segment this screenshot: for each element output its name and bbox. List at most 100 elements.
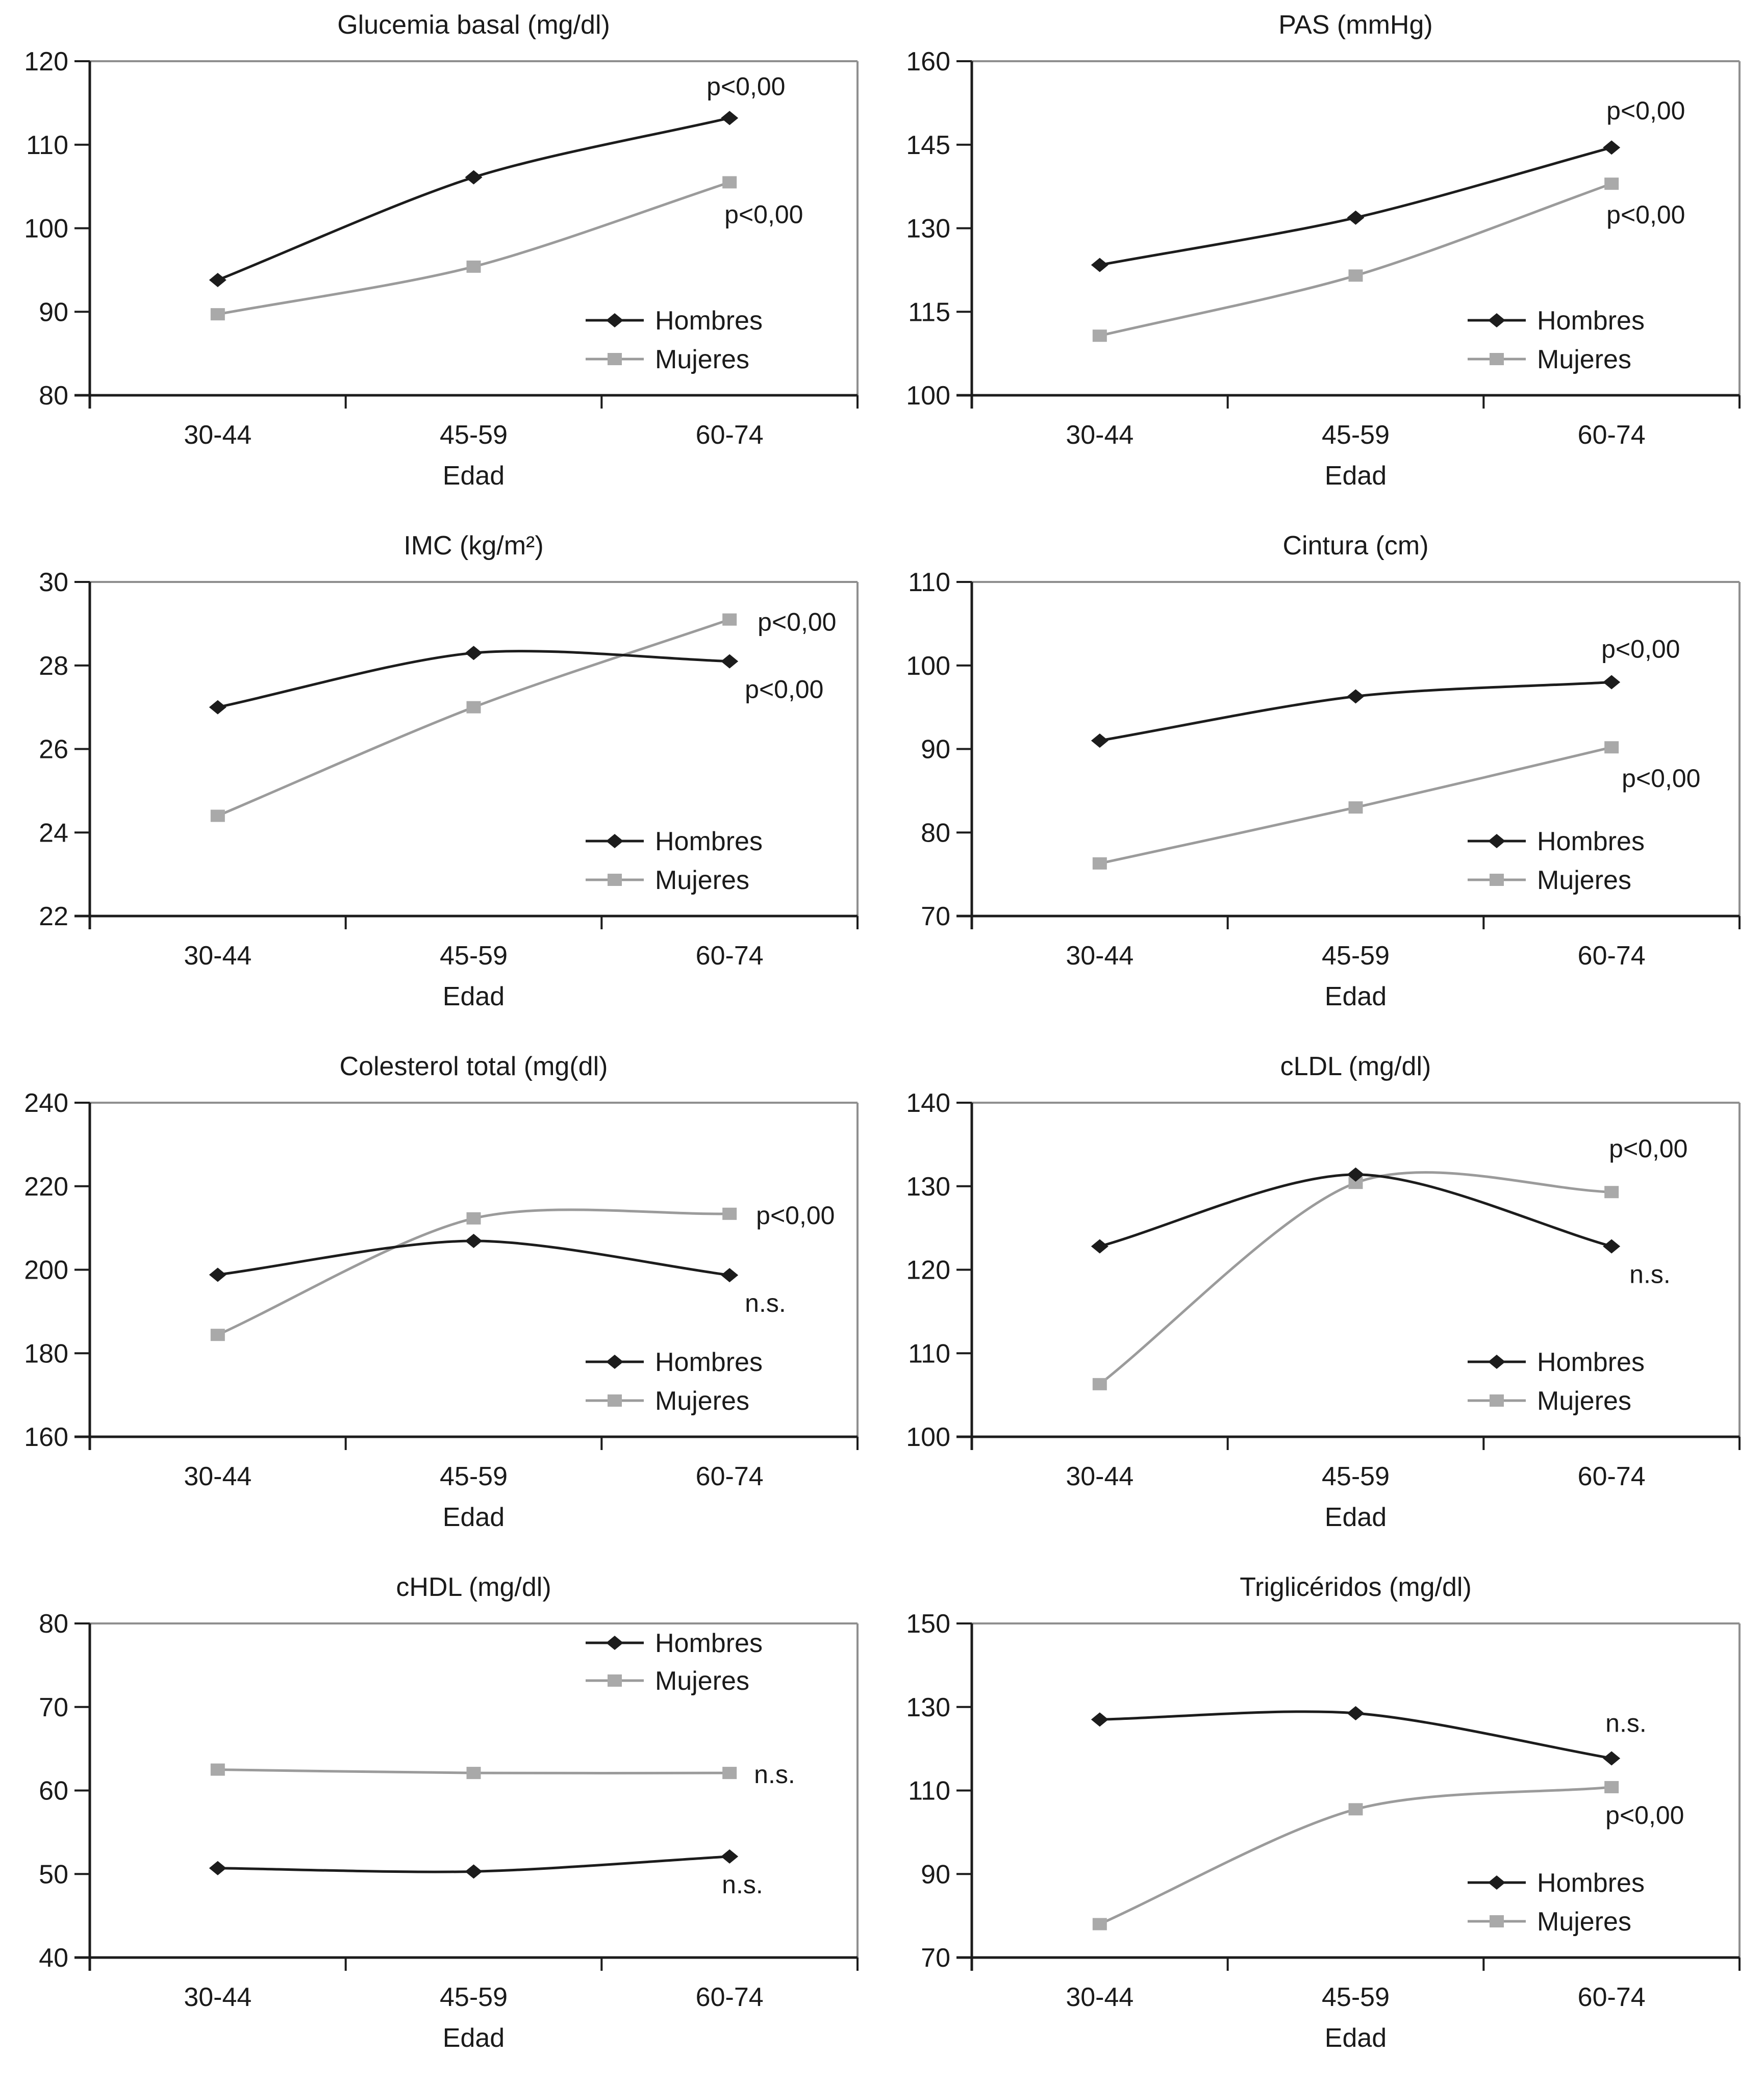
- hombres-diamond-marker: [465, 646, 483, 661]
- annotation-hombres: n.s.: [745, 1289, 786, 1317]
- mujeres-square-marker: [722, 613, 737, 626]
- y-tick-label: 30: [39, 568, 68, 597]
- legend-label-hombres: Hombres: [1537, 827, 1645, 856]
- series-mujeres-line: [217, 1208, 730, 1336]
- annotation-mujeres: n.s.: [754, 1760, 795, 1789]
- chdl-chart-svg: 40 50 60 70 80 cHDL (mg/dl) 30-44 45-59 60-74 Eda…: [39, 1572, 859, 2053]
- annotation-mujeres: p<0,00: [1605, 1801, 1684, 1830]
- legend-mujeres-square-icon: [1490, 1915, 1504, 1927]
- legend-label-mujeres: Mujeres: [1537, 345, 1631, 374]
- y-tick-label: 100: [906, 381, 950, 411]
- hombres-diamond-marker: [721, 654, 739, 669]
- hombres-diamond-marker: [721, 1268, 739, 1283]
- x-tick-label: 30-44: [1066, 1983, 1133, 2012]
- legend-label-hombres: Hombres: [1537, 306, 1645, 336]
- y-tick-label: 70: [921, 1943, 950, 1973]
- legend-label-mujeres: Mujeres: [1537, 1907, 1631, 1937]
- x-axis-title: Edad: [1325, 1503, 1387, 1532]
- annotation-mujeres: p<0,00: [1622, 764, 1700, 793]
- y-tick-label: 80: [921, 818, 950, 848]
- legend-label-mujeres: Mujeres: [655, 345, 749, 374]
- y-tick-label: 26: [39, 735, 68, 765]
- y-tick-label: 110: [908, 1776, 950, 1806]
- x-tick-label: 45-59: [440, 941, 508, 971]
- x-axis-title: Edad: [1325, 982, 1387, 1011]
- x-tick-label: 45-59: [440, 420, 508, 450]
- y-tick-label: 40: [39, 1943, 68, 1973]
- legend-hombres-diamond-icon: [1488, 1355, 1505, 1369]
- x-tick-label: 30-44: [1066, 1462, 1133, 1491]
- chart-title: Triglicéridos (mg/dl): [1240, 1572, 1472, 1602]
- y-tick-label: 100: [24, 214, 68, 244]
- annotation-hombres: n.s.: [1629, 1260, 1671, 1289]
- cldl-chart-svg: 100 110 120 130 140 cLDL (mg/dl) 30-44 45-59 60-…: [906, 1052, 1741, 1532]
- x-tick-label: 45-59: [440, 1983, 508, 2012]
- cintura-chart-svg: 70 80 90 100 110 Cintura (cm) 30-44 45-59 60-74 E…: [906, 531, 1741, 1011]
- y-tick-label: 120: [24, 47, 68, 77]
- mujeres-square-marker: [1092, 1918, 1107, 1930]
- mujeres-square-marker: [722, 1767, 737, 1780]
- x-tick-label: 30-44: [1066, 941, 1133, 971]
- y-tick-label: 22: [39, 902, 68, 931]
- mujeres-square-marker: [722, 1207, 737, 1220]
- x-axis-title: Edad: [1325, 461, 1387, 491]
- x-tick-label: 45-59: [1322, 420, 1390, 450]
- annotation-mujeres: p<0,00: [758, 608, 836, 637]
- hombres-diamond-marker: [465, 170, 483, 185]
- mujeres-square-marker: [1348, 1803, 1363, 1816]
- hombres-diamond-marker: [1091, 258, 1108, 272]
- y-tick-label: 240: [24, 1088, 68, 1118]
- y-tick-label: 160: [906, 47, 950, 77]
- legend-label-hombres: Hombres: [1537, 1868, 1645, 1898]
- x-tick-label: 45-59: [440, 1462, 508, 1491]
- series-hombres-line: [217, 116, 730, 282]
- y-tick-label: 145: [906, 131, 950, 160]
- annotation-hombres: n.s.: [1605, 1709, 1647, 1737]
- y-tick-label: 100: [906, 651, 950, 681]
- mujeres-square-marker: [1092, 329, 1107, 342]
- y-tick-label: 28: [39, 651, 68, 681]
- legend-hombres-diamond-icon: [1488, 1875, 1505, 1890]
- legend-hombres-diamond-icon: [606, 834, 623, 848]
- y-tick-label: 110: [26, 131, 68, 160]
- mujeres-square-marker: [210, 1329, 225, 1341]
- hombres-diamond-marker: [1091, 733, 1108, 748]
- y-tick-label: 220: [24, 1172, 68, 1202]
- x-tick-label: 60-74: [1578, 1462, 1646, 1491]
- chart-imc: 22 24 26 28 30 IMC (kg/m²) 30-44 45-59 60-74 Edad…: [0, 521, 882, 1042]
- x-axis-title: Edad: [443, 461, 505, 491]
- x-tick-label: 60-74: [1578, 941, 1646, 971]
- chart-cintura: 70 80 90 100 110 Cintura (cm) 30-44 45-59 60-74 E…: [882, 521, 1764, 1042]
- legend-mujeres-square-icon: [608, 874, 622, 886]
- mujeres-square-marker: [1348, 269, 1363, 282]
- legend-mujeres-square-icon: [1490, 874, 1504, 886]
- legend-hombres-diamond-icon: [606, 1636, 623, 1650]
- chart-title: IMC (kg/m²): [404, 531, 543, 561]
- annotation-hombres: p<0,00: [1606, 96, 1685, 125]
- chart-trigliceridos: 70 90 110 130 150 Triglicéridos (mg/dl) 30-44 4…: [882, 1562, 1764, 2083]
- legend-hombres-diamond-icon: [606, 1355, 623, 1369]
- hombres-diamond-marker: [209, 1267, 226, 1282]
- hombres-diamond-marker: [1347, 210, 1365, 225]
- x-tick-label: 45-59: [1322, 1462, 1390, 1491]
- legend-mujeres-square-icon: [1490, 353, 1504, 365]
- series-mujeres-line: [1099, 182, 1612, 337]
- y-tick-label: 130: [906, 1693, 950, 1722]
- y-tick-label: 90: [921, 1860, 950, 1889]
- mujeres-square-marker: [210, 308, 225, 321]
- y-tick-label: 110: [908, 1339, 950, 1368]
- annotation-hombres: p<0,00: [707, 72, 785, 100]
- y-tick-label: 140: [906, 1088, 950, 1118]
- mujeres-square-marker: [1604, 177, 1619, 190]
- legend-mujeres-square-icon: [608, 1674, 622, 1687]
- legend-label-hombres: Hombres: [655, 827, 763, 856]
- annotation-hombres: p<0,00: [1601, 635, 1680, 664]
- mujeres-square-marker: [722, 176, 737, 189]
- series-hombres-line: [1099, 146, 1612, 267]
- x-tick-label: 30-44: [184, 941, 251, 971]
- chart-title: Cintura (cm): [1282, 531, 1428, 561]
- y-tick-label: 90: [921, 735, 950, 765]
- hombres-diamond-marker: [1603, 1239, 1621, 1254]
- chart-glucemia-basal: 80 90 100 110 120 Glucemia basal (mg/dl) 30-44…: [0, 0, 882, 521]
